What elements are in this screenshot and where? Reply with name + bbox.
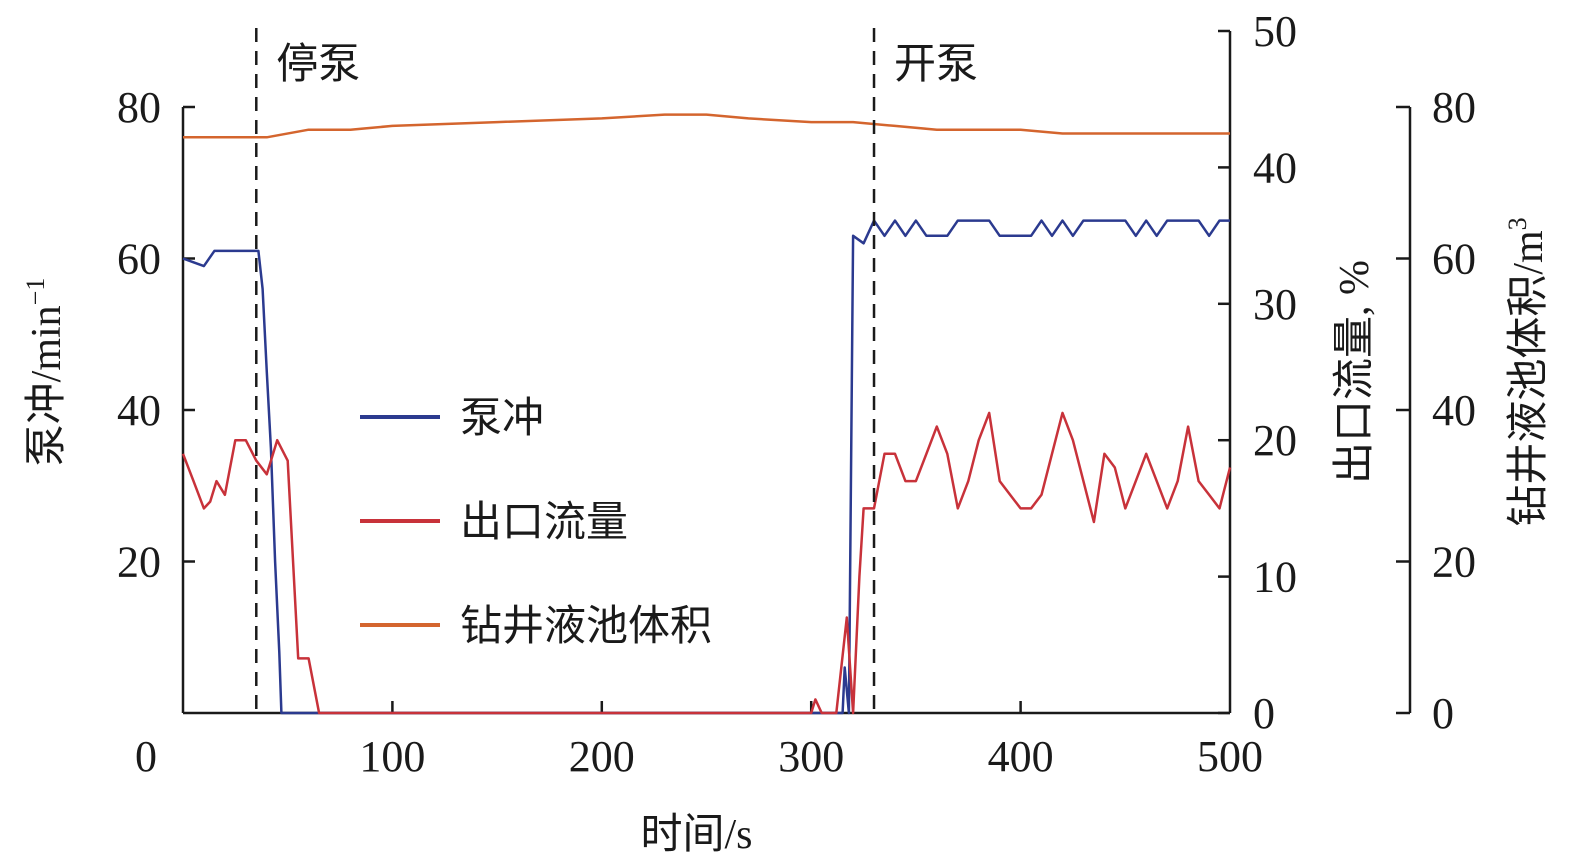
left-y-axis-title-superscript: −1 (21, 278, 50, 306)
series-line-3 (183, 113, 1230, 139)
x-tick-label: 400 (988, 732, 1054, 781)
right2-y-tick-label: 0 (1432, 689, 1454, 738)
right2-y-tick-label: 60 (1432, 235, 1476, 284)
right1-y-axis-title: 出口流量, % (1332, 260, 1378, 484)
x-tick-label: 100 (359, 732, 425, 781)
x-tick-label: 500 (1197, 732, 1263, 781)
event-annotation: 开泵 (894, 42, 978, 88)
x-axis-title: 时间/s (640, 812, 752, 858)
right1-y-axis-title-text: 出口流量, % (1332, 260, 1378, 484)
right1-y-tick-label: 10 (1253, 553, 1297, 602)
right1-y-tick-label: 40 (1253, 143, 1297, 192)
x-tick-label: 200 (569, 732, 635, 781)
right2-y-axis-title-superscript: 3 (1503, 217, 1532, 230)
event-annotation: 停泵 (276, 41, 360, 88)
annotation-layer: 停泵 开泵 (255, 28, 978, 713)
right2-y-tick-label: 20 (1432, 538, 1476, 587)
series-layer (181, 113, 1232, 715)
x-tick-label: 300 (778, 732, 844, 781)
series-line-2 (181, 411, 1232, 715)
series-line-1 (182, 219, 1230, 715)
right2-y-axis-title-text: 钻井液池体积/m (1506, 230, 1552, 527)
left-y-tick-label: 80 (117, 83, 161, 132)
right1-y-tick-label: 30 (1253, 280, 1297, 329)
right2-y-tick-label: 80 (1432, 83, 1476, 132)
right2-y-tick-label: 40 (1432, 386, 1476, 435)
left-y-tick-label: 60 (117, 235, 161, 284)
legend-label: 钻井液池体积 (460, 604, 712, 650)
right2-y-axis-title: 钻井液池体积/m3 (1503, 217, 1552, 526)
left-y-tick-label: 40 (117, 386, 161, 435)
right1-y-tick-label: 0 (1253, 689, 1275, 738)
axes-layer: 0 100 200 300 400 500204060800102030405002040… (21, 7, 1552, 858)
legend-label: 泵冲 (460, 396, 544, 442)
x-tick-label: 0 (135, 732, 157, 781)
left-y-axis-title: 泵冲/min−1 (21, 278, 70, 467)
right1-y-tick-label: 20 (1253, 416, 1297, 465)
legend-label: 出口流量 (460, 500, 628, 546)
left-y-axis-title-text: 泵冲/min (24, 305, 70, 466)
left-y-tick-label: 20 (117, 538, 161, 587)
right1-y-tick-label: 50 (1253, 7, 1297, 56)
